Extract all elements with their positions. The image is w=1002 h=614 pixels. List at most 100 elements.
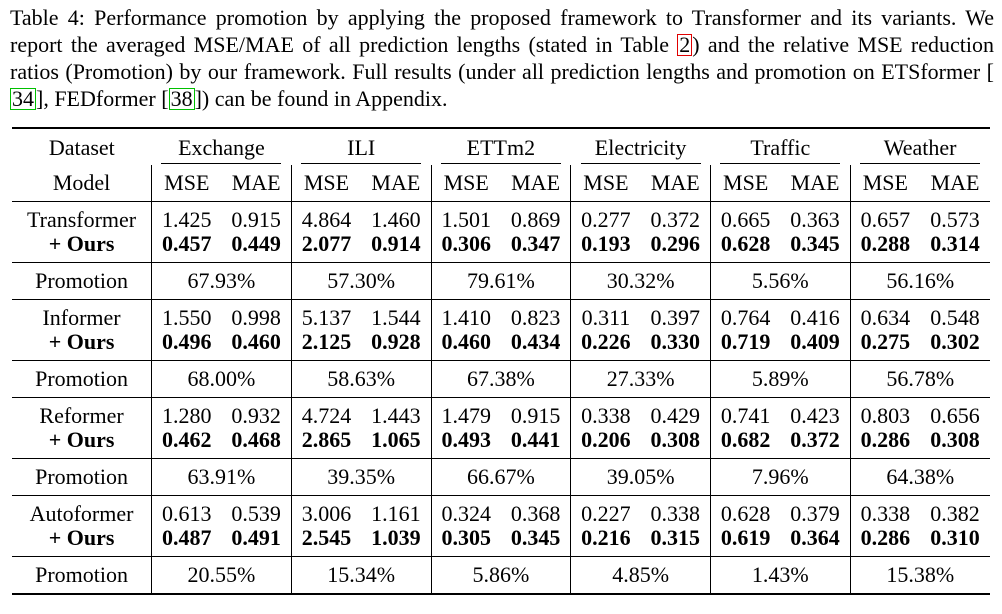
- base-value-cell: 0.397: [650, 305, 701, 330]
- base-value-cell: 1.161: [371, 501, 421, 526]
- metric-header-mae: MAE: [650, 170, 700, 195]
- ours-value-cell: 0.286: [849, 526, 921, 550]
- ours-value-cell: 0.308: [930, 427, 980, 452]
- metric-header-mae: MAE: [790, 170, 840, 195]
- promotion-value-cell: 5.89%: [709, 360, 851, 398]
- ours-label: + Ours: [48, 231, 115, 256]
- table-ref-link[interactable]: 2: [677, 32, 693, 57]
- promotion-value-cell: 15.38%: [849, 556, 990, 595]
- table-row-ours: + Ours 0.457 0.449 2.077 0.914 0.306 0.347 0.19…: [12, 232, 990, 256]
- promotion-value-cell: 4.85%: [570, 556, 711, 595]
- table-row-ours: + Ours 0.487 0.491 2.545 1.039 0.305 0.345 0.21…: [12, 526, 990, 550]
- promotion-value-cell: 56.78%: [849, 360, 990, 398]
- ours-value-cell: 0.308: [650, 427, 701, 452]
- ours-value-cell: 2.125: [290, 330, 362, 354]
- ours-value-cell: 0.449: [231, 231, 281, 256]
- metric-header-mse: MSE: [570, 165, 641, 202]
- table-row-ours: + Ours 0.496 0.460 2.125 0.928 0.460 0.434 0.22…: [12, 330, 990, 354]
- base-value-cell: 0.656: [930, 403, 980, 428]
- ours-value-cell: 0.296: [650, 231, 701, 256]
- ours-value-cell: 0.457: [151, 232, 222, 256]
- group-separator: [12, 201, 990, 208]
- base-value-cell: 1.479: [430, 404, 501, 428]
- base-value-cell: 0.539: [231, 501, 281, 526]
- promotion-value-cell: 79.61%: [430, 262, 571, 300]
- promotion-value-cell: 56.16%: [849, 262, 990, 300]
- ours-value-cell: 0.275: [849, 330, 921, 354]
- ours-value-cell: 0.460: [231, 329, 281, 354]
- citation-link-fedformer[interactable]: 38: [168, 86, 195, 111]
- group-gap: [12, 256, 990, 263]
- base-value-cell: 1.550: [151, 306, 222, 330]
- base-value-cell: 0.368: [510, 501, 561, 526]
- ours-value-cell: 0.302: [930, 329, 980, 354]
- base-value-cell: 0.573: [930, 207, 980, 232]
- caption-text-2: ) and the relative MSE reduction ratios …: [10, 32, 994, 84]
- promotion-value-cell: 68.00%: [151, 360, 292, 398]
- base-value-cell: 0.634: [849, 306, 921, 330]
- ours-value-cell: 0.226: [570, 330, 641, 354]
- base-value-cell: 1.280: [151, 404, 222, 428]
- group-gap: [12, 354, 990, 361]
- ours-value-cell: 0.462: [151, 428, 222, 452]
- ours-value-cell: 0.928: [371, 329, 421, 354]
- base-value-cell: 0.998: [231, 305, 281, 330]
- citation-link-etsformer[interactable]: 34: [10, 86, 36, 111]
- metric-header-mae: MAE: [371, 170, 421, 195]
- dataset-name: Weather: [860, 133, 981, 164]
- promotion-label: Promotion: [12, 262, 152, 300]
- base-value-cell: 5.137: [290, 306, 362, 330]
- ours-value-cell: 0.345: [790, 231, 840, 256]
- metric-header-mse: MSE: [151, 165, 222, 202]
- promotion-value-cell: 67.93%: [151, 262, 292, 300]
- ours-value-cell: 0.315: [650, 525, 701, 550]
- dataset-header-cell: Traffic: [710, 127, 851, 165]
- base-value-cell: 0.338: [650, 501, 701, 526]
- promotion-value-cell: 5.56%: [709, 262, 851, 300]
- ours-value-cell: 2.077: [290, 232, 362, 256]
- model-name: Reformer: [39, 403, 124, 428]
- table-caption: Table 4: Performance promotion by applyi…: [10, 4, 994, 112]
- base-value-cell: 0.372: [650, 207, 701, 232]
- base-value-cell: 0.657: [849, 208, 921, 232]
- promotion-value-cell: 15.34%: [290, 556, 432, 595]
- promotion-label: Promotion: [12, 458, 152, 496]
- base-value-cell: 4.864: [290, 208, 362, 232]
- metric-header-mae: MAE: [231, 170, 281, 195]
- base-value-cell: 0.764: [709, 306, 781, 330]
- dataset-name: Electricity: [580, 133, 701, 164]
- base-value-cell: 0.741: [709, 404, 781, 428]
- caption-text-3: ], FEDformer [: [36, 86, 169, 111]
- group-separator: [12, 397, 990, 404]
- base-value-cell: 0.613: [151, 502, 222, 526]
- ours-value-cell: 0.345: [510, 525, 561, 550]
- ours-value-cell: 0.310: [930, 525, 980, 550]
- base-value-cell: 0.823: [510, 305, 561, 330]
- table-row-promotion: Promotion 68.00% 58.63% 67.38% 27.33% 5.89% 56…: [12, 360, 990, 398]
- ours-value-cell: 0.619: [709, 526, 781, 550]
- ours-value-cell: 0.306: [430, 232, 501, 256]
- promotion-value-cell: 57.30%: [290, 262, 432, 300]
- ours-value-cell: 2.865: [290, 428, 362, 452]
- base-value-cell: 0.338: [570, 404, 641, 428]
- promotion-value-cell: 27.33%: [570, 360, 711, 398]
- promotion-label: Promotion: [12, 556, 152, 595]
- group-separator: [12, 299, 990, 306]
- metric-header-mse: MSE: [290, 165, 362, 202]
- ours-label: + Ours: [48, 329, 115, 354]
- base-value-cell: 0.665: [709, 208, 781, 232]
- ours-value-cell: 0.496: [151, 330, 222, 354]
- base-value-cell: 1.443: [371, 403, 421, 428]
- dataset-header-cell: Weather: [850, 127, 990, 165]
- dataset-header-cell: Exchange: [151, 127, 292, 165]
- group-separator: [12, 495, 990, 502]
- base-value-cell: 3.006: [290, 502, 362, 526]
- promotion-value-cell: 1.43%: [709, 556, 851, 595]
- promotion-value-cell: 5.86%: [430, 556, 571, 595]
- base-value-cell: 0.915: [510, 403, 561, 428]
- base-value-cell: 0.416: [790, 305, 840, 330]
- model-name: Autoformer: [29, 501, 134, 526]
- metric-header-mae: MAE: [511, 170, 561, 195]
- ours-value-cell: 0.682: [709, 428, 781, 452]
- promotion-value-cell: 63.91%: [151, 458, 292, 496]
